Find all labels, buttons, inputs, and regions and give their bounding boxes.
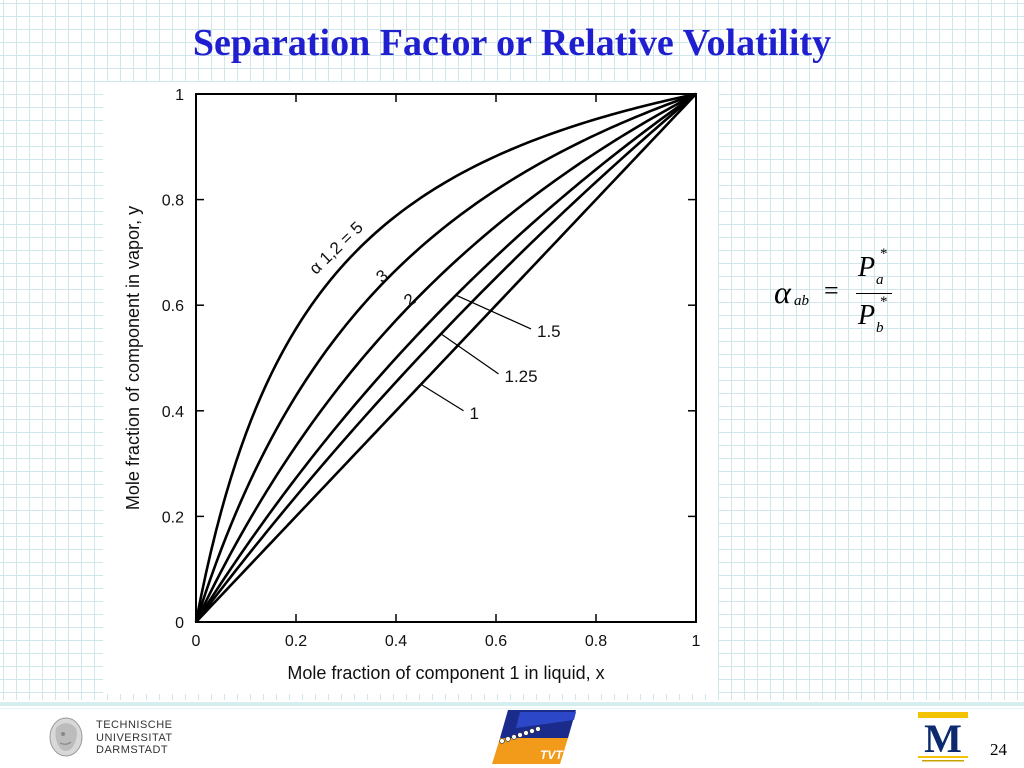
tu-line-3: DARMSTADT — [96, 744, 169, 756]
x-ticks: 0 0.2 0.4 0.6 0.8 1 — [192, 94, 701, 650]
formula-numerator-p: P — [858, 252, 876, 283]
curve-label-3: 1.5 — [537, 322, 561, 341]
curve-leader-4 — [440, 333, 499, 375]
curve-leader-3 — [455, 294, 532, 330]
y-tick-label: 0.6 — [162, 298, 184, 315]
tu-darmstadt-head-logo — [49, 717, 83, 757]
curve-alpha-1 — [194, 92, 697, 623]
formula-fraction-bar — [856, 293, 892, 294]
y-axis-label: Mole fraction of component in vapor, y — [123, 206, 143, 510]
footer-divider-thin — [0, 708, 1024, 709]
tu-line-1: TECHNISCHE — [96, 719, 173, 731]
y-ticks: 0 0.2 0.4 0.6 0.8 1 — [162, 87, 696, 632]
tu-line-2: UNIVERSITAT — [96, 731, 173, 744]
curve-leaders — [420, 294, 532, 412]
page-number: 24 — [990, 740, 1007, 759]
formula-denominator-superscript: * — [880, 294, 888, 310]
formula-equals: = — [824, 276, 839, 305]
plot-frame — [195, 93, 697, 623]
y-tick-label: 0.8 — [162, 193, 184, 210]
x-tick-label: 0.4 — [385, 633, 407, 650]
curves — [194, 92, 697, 623]
x-tick-label: 0 — [192, 633, 201, 650]
formula-numerator-subscript: a — [876, 272, 884, 288]
y-tick-label: 0 — [175, 615, 184, 632]
formula-numerator-superscript: * — [880, 246, 888, 262]
y-tick-label: 0.2 — [162, 509, 184, 526]
mines-logo: M — [918, 712, 968, 762]
tu-darmstadt-wordmark: TECHNISCHE UNIVERSITAT DARMSTADT — [96, 719, 173, 757]
formula-denominator-subscript: b — [876, 320, 884, 336]
curve-alpha-2 — [194, 92, 697, 623]
x-tick-label: 0.2 — [285, 633, 307, 650]
x-tick-label: 0.6 — [485, 633, 507, 650]
slide-title: Separation Factor or Relative Volatility — [192, 22, 832, 64]
curve-label-5: 1 — [470, 404, 479, 423]
mines-logo-letter: M — [924, 716, 962, 761]
curve-alpha-3 — [194, 92, 697, 623]
curve-alpha-5 — [195, 93, 697, 623]
curve-leader-5 — [420, 383, 464, 412]
x-axis-label: Mole fraction of component 1 in liquid, … — [287, 663, 604, 683]
curve-alpha-0 — [194, 92, 697, 623]
formula-denominator-p: P — [858, 300, 876, 331]
tvt-logo-text: TVT — [540, 748, 564, 762]
x-tick-label: 1 — [692, 633, 701, 650]
formula-alpha: α — [774, 274, 791, 310]
footer-divider — [0, 702, 1024, 706]
curve-label-4: 1.25 — [505, 367, 538, 386]
y-tick-label: 0.4 — [162, 404, 184, 421]
curve-alpha-4 — [194, 93, 697, 623]
relative-volatility-formula: α ab = P a * P b * — [770, 246, 910, 348]
x-tick-label: 0.8 — [585, 633, 607, 650]
formula-alpha-subscript: ab — [794, 293, 809, 309]
tvt-logo: TVT — [492, 710, 576, 764]
y-tick-label: 1 — [175, 87, 184, 104]
